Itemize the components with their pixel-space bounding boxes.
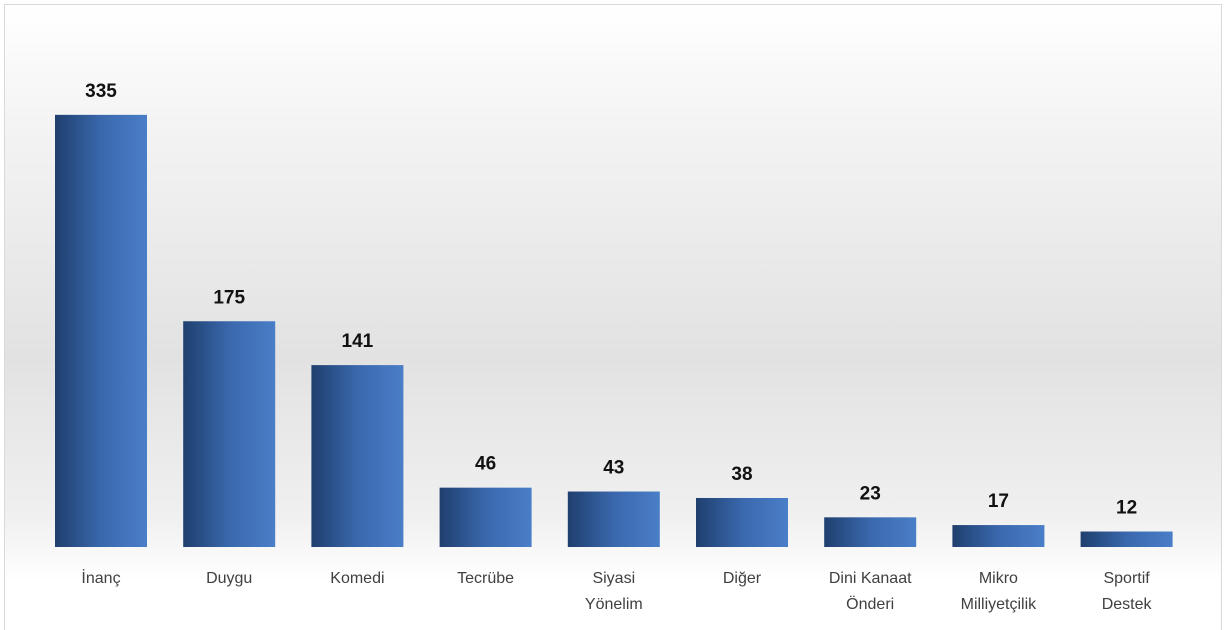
value-label: 43 <box>603 458 624 479</box>
value-label: 175 <box>213 287 245 308</box>
value-label: 38 <box>731 464 752 485</box>
x-tick-label: İnanç <box>81 570 121 587</box>
value-label: 17 <box>988 491 1009 512</box>
value-label: 23 <box>860 483 881 504</box>
value-label: 12 <box>1116 498 1137 519</box>
value-label: 335 <box>85 81 117 102</box>
value-label: 141 <box>342 331 374 352</box>
x-tick-label: Diğer <box>722 570 762 587</box>
x-tick-label: Sportif Destek <box>1101 570 1152 613</box>
x-tick-label: Komedi <box>330 570 385 587</box>
x-tick-label: Dini Kanaat Önderi <box>828 570 912 613</box>
bar <box>439 487 532 547</box>
bar <box>952 525 1045 547</box>
bar <box>183 321 276 547</box>
bar <box>696 497 788 547</box>
x-tick-label: Duygu <box>206 570 253 587</box>
x-tick-label: Mikro Milliyetçilik <box>960 570 1037 613</box>
x-tick-label: Tecrübe <box>457 570 515 587</box>
bar <box>1080 531 1173 547</box>
bar <box>824 517 917 547</box>
bar <box>55 114 147 547</box>
bar <box>567 491 660 547</box>
bar <box>311 365 404 547</box>
value-label: 46 <box>475 454 496 475</box>
x-tick-label: Siyasi Yönelim <box>584 570 643 613</box>
